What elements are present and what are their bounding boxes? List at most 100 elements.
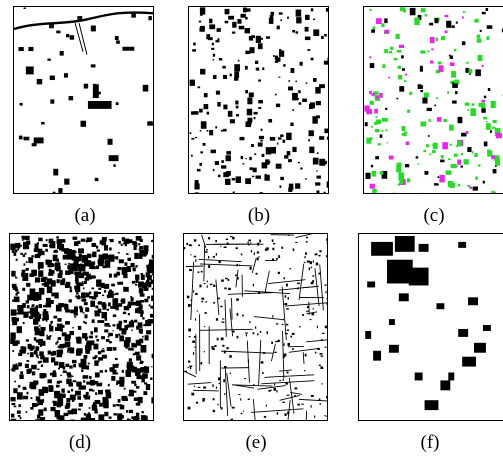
texture-patch [92,402,97,407]
texture-patch [73,266,76,268]
texture-patch [409,91,413,96]
network-segment [298,398,327,402]
texture-patch [21,235,25,239]
network-dot [256,257,259,261]
texture-patch [94,355,98,358]
building-block [92,84,99,99]
texture-patch [209,24,216,30]
texture-patch [90,417,96,420]
texture-patch [91,319,95,324]
network-dot [319,250,322,253]
texture-patch [102,265,107,269]
network-dot [268,390,271,392]
texture-patch [42,305,47,308]
texture-patch [10,418,17,420]
texture-patch [474,153,478,157]
texture-patch [25,411,28,413]
texture-patch [127,257,132,261]
texture-patch [131,366,137,373]
texture-patch [47,379,52,384]
building-block [388,344,399,353]
network-dot [189,367,192,370]
texture-patch [78,402,83,407]
network-dot [187,367,190,369]
texture-patch [454,79,460,84]
network-segment [199,263,253,267]
texture-patch [130,301,137,306]
network-dot [225,277,228,280]
texture-patch [313,29,320,36]
texture-patch [427,50,430,53]
texture-patch [258,135,264,140]
texture-patch [123,238,130,245]
texture-patch [14,249,18,253]
texture-patch [310,102,316,109]
network-dot [200,362,203,365]
network-segment [244,290,291,294]
network-dot [226,242,229,245]
texture-patch [121,397,124,399]
texture-patch [69,365,73,369]
texture-patch [414,17,420,26]
texture-patch [265,159,270,165]
network-dot [206,285,208,288]
texture-patch [93,291,98,298]
network-dot [306,260,310,263]
network-dot [284,413,287,416]
texture-patch [52,191,56,193]
texture-patch [245,8,251,12]
texture-patch [221,165,227,169]
texture-patch [35,291,42,299]
texture-patch [85,365,90,370]
texture-patch [150,313,153,318]
network-dot [203,386,206,389]
texture-patch [125,346,129,349]
texture-patch [432,142,438,150]
texture-patch [39,351,44,356]
texture-patch [37,248,43,254]
texture-patch [37,252,42,257]
texture-patch [114,357,118,361]
texture-patch [35,296,42,301]
texture-patch [71,359,77,364]
texture-patch [261,153,265,158]
texture-patch [113,164,116,167]
texture-patch [221,129,224,132]
texture-patch [68,262,70,265]
texture-patch [304,26,309,32]
network-dot [248,239,252,242]
texture-patch [492,119,497,124]
network-dot [218,377,221,381]
texture-patch [438,65,444,72]
texture-patch [151,353,153,358]
texture-patch [292,29,296,33]
texture-patch [258,79,261,82]
texture-patch [19,374,24,380]
texture-patch [74,309,78,314]
texture-patch [420,121,427,127]
texture-patch [140,274,145,280]
building-block [468,297,478,306]
texture-patch [78,272,84,279]
texture-patch [295,80,297,83]
texture-patch [94,399,101,405]
texture-patch [34,243,39,250]
texture-patch [423,149,427,153]
texture-patch [420,50,426,54]
texture-patch [58,244,65,251]
texture-patch [450,163,457,169]
texture-patch [10,338,15,345]
network-segment [305,410,307,420]
texture-patch [81,363,87,370]
texture-patch [226,151,231,155]
texture-patch [61,248,66,252]
texture-patch [379,134,383,138]
texture-patch [131,380,137,384]
texture-patch [212,59,215,61]
texture-patch [415,156,419,159]
texture-patch [33,308,38,314]
network-dot [195,318,197,321]
texture-patch [50,99,55,104]
network-dot [217,403,219,406]
texture-patch [223,74,228,79]
